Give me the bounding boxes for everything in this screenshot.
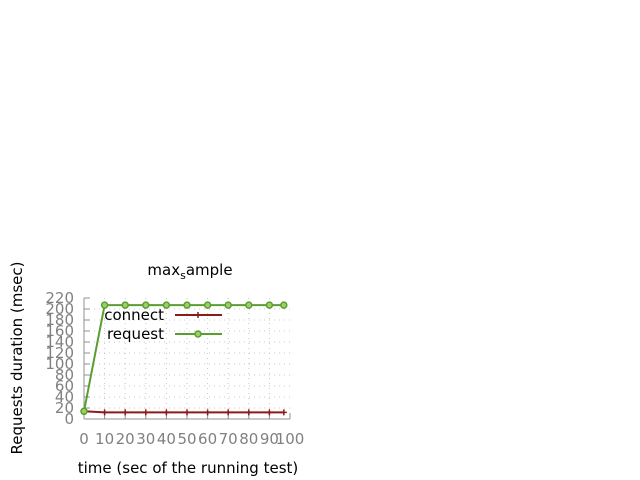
x-tick-label: 0 bbox=[79, 430, 89, 448]
data-point-request bbox=[162, 301, 171, 309]
data-point-request bbox=[224, 301, 232, 309]
x-tick-label: 80 bbox=[239, 430, 258, 448]
y-tick-label: 60 bbox=[55, 377, 74, 395]
series-line-connect bbox=[83, 410, 284, 414]
y-tick-label: 140 bbox=[45, 333, 74, 351]
data-point-request bbox=[245, 301, 253, 309]
data-point-connect bbox=[184, 409, 190, 416]
y-tick-label: 80 bbox=[55, 366, 74, 384]
x-tick-label: 90 bbox=[260, 430, 279, 448]
y-tick-label: 180 bbox=[45, 311, 74, 329]
data-point-connect bbox=[280, 409, 287, 416]
data-point-connect bbox=[245, 409, 252, 416]
x-tick-label: 10 bbox=[95, 430, 114, 448]
data-point-connect bbox=[122, 409, 129, 416]
legend-label-request: request bbox=[107, 325, 164, 343]
y-tick-label: 200 bbox=[45, 300, 74, 318]
x-tick-label: 20 bbox=[116, 430, 135, 448]
data-point-connect bbox=[163, 409, 170, 416]
y-tick-label: 20 bbox=[55, 399, 74, 417]
data-point-request bbox=[80, 407, 88, 416]
chart-title: maxsample bbox=[147, 261, 232, 282]
data-point-request bbox=[265, 301, 274, 309]
data-point-request bbox=[121, 301, 129, 309]
series-request bbox=[80, 301, 288, 416]
x-tick-label: 40 bbox=[157, 430, 176, 448]
legend-marker-request bbox=[194, 330, 202, 338]
x-tick-label: 100 bbox=[276, 430, 305, 448]
data-point-connect bbox=[266, 409, 273, 416]
legend-label-connect: connect bbox=[104, 306, 164, 324]
x-axis-title: time (sec of the running test) bbox=[78, 459, 299, 477]
data-point-connect bbox=[101, 409, 108, 416]
data-point-connect bbox=[225, 409, 232, 416]
x-tick-label: 70 bbox=[219, 430, 238, 448]
data-point-connect bbox=[204, 409, 211, 416]
y-tick-label: 100 bbox=[45, 355, 74, 373]
x-tick-label: 30 bbox=[136, 430, 155, 448]
y-tick-label: 120 bbox=[45, 344, 74, 362]
x-tick-label: 50 bbox=[177, 430, 196, 448]
data-point-request bbox=[100, 301, 109, 309]
legend-marker-connect bbox=[195, 312, 201, 318]
series-connect bbox=[81, 408, 287, 416]
data-point-connect bbox=[142, 409, 149, 416]
grid bbox=[84, 298, 290, 419]
y-tick-label: 0 bbox=[64, 410, 74, 428]
x-tick-label: 60 bbox=[198, 430, 217, 448]
data-point-request bbox=[280, 301, 288, 309]
data-point-request bbox=[183, 301, 191, 309]
data-point-request bbox=[203, 301, 212, 309]
y-tick-label: 40 bbox=[55, 388, 74, 406]
data-point-request bbox=[142, 301, 150, 309]
series-layer bbox=[80, 301, 288, 416]
y-tick-label: 220 bbox=[45, 289, 74, 307]
axes bbox=[83, 297, 291, 420]
y-axis-title: Requests duration (msec) bbox=[8, 261, 26, 454]
y-tick-label: 160 bbox=[45, 322, 74, 340]
